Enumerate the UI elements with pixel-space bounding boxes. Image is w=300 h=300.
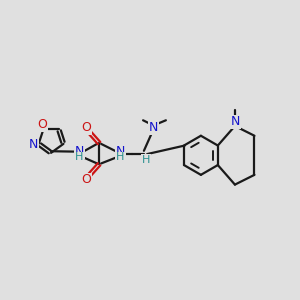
- Text: N: N: [29, 138, 38, 151]
- Text: N: N: [149, 121, 158, 134]
- Text: N: N: [231, 116, 240, 128]
- Text: H: H: [142, 155, 150, 165]
- Text: H: H: [75, 152, 84, 162]
- Text: O: O: [38, 118, 47, 131]
- Text: H: H: [116, 152, 124, 162]
- Text: N: N: [75, 145, 84, 158]
- Text: O: O: [82, 121, 92, 134]
- Text: O: O: [82, 173, 92, 186]
- Text: N: N: [116, 145, 125, 158]
